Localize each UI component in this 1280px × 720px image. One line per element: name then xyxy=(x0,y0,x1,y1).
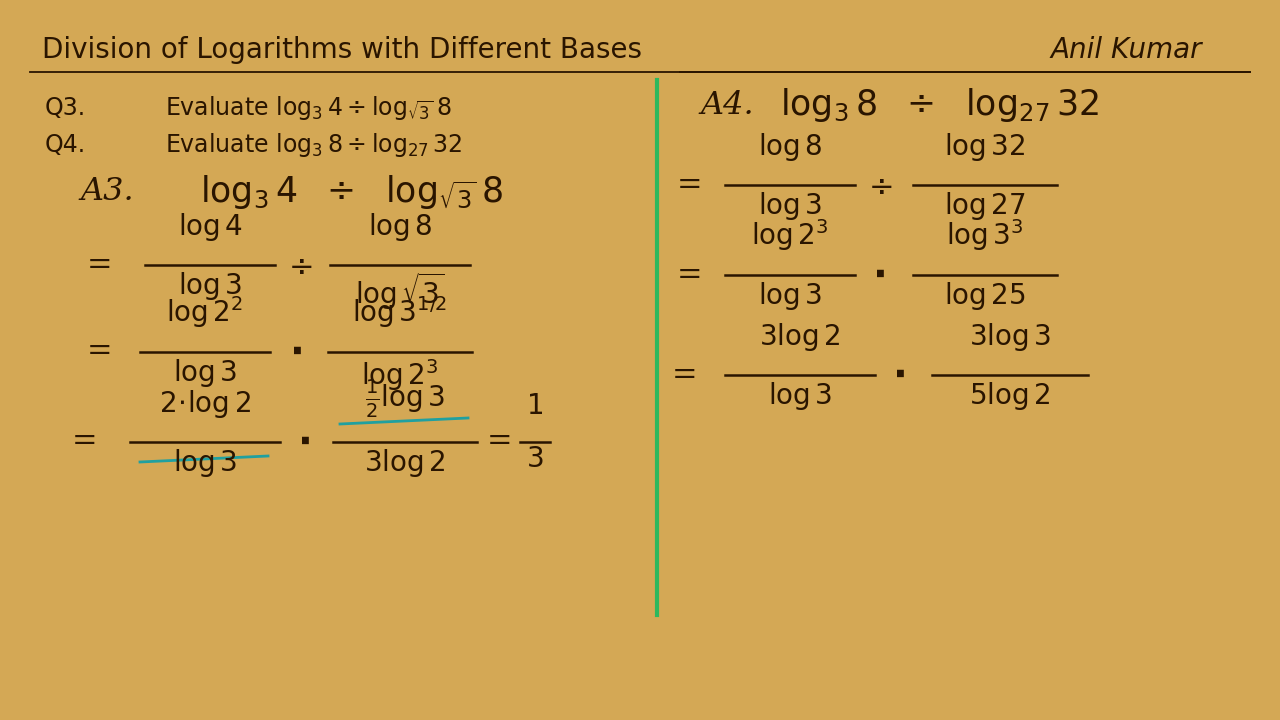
Text: A4.: A4. xyxy=(700,89,754,120)
Text: $\log 3$: $\log 3$ xyxy=(173,357,237,389)
Text: Q3.: Q3. xyxy=(45,96,86,120)
Text: =: = xyxy=(677,169,703,200)
Text: $\div$: $\div$ xyxy=(288,250,312,281)
Text: $\boldsymbol{\cdot}$: $\boldsymbol{\cdot}$ xyxy=(892,356,905,394)
Text: $\log 2^3$: $\log 2^3$ xyxy=(361,357,439,393)
Text: =: = xyxy=(87,250,113,281)
Text: $\log 2^2$: $\log 2^2$ xyxy=(166,294,243,330)
Text: Evaluate $\log_3 4 \div \log_{\sqrt{3}} 8$: Evaluate $\log_3 4 \div \log_{\sqrt{3}} … xyxy=(165,94,452,122)
Text: $\log 3$: $\log 3$ xyxy=(178,270,242,302)
Text: $\log 3^{1/2}$: $\log 3^{1/2}$ xyxy=(352,294,448,330)
Text: $\log_3 4\ \ \div\ \ \log_{\sqrt{3}} 8$: $\log_3 4\ \ \div\ \ \log_{\sqrt{3}} 8$ xyxy=(200,173,503,211)
Text: $\frac{1}{2}\log 3$: $\frac{1}{2}\log 3$ xyxy=(365,378,445,420)
Text: $\log 8$: $\log 8$ xyxy=(758,131,822,163)
Text: $\boldsymbol{\cdot}$: $\boldsymbol{\cdot}$ xyxy=(872,256,884,294)
Text: $\log_3 8\ \ \div\ \ \log_{27} 32$: $\log_3 8\ \ \div\ \ \log_{27} 32$ xyxy=(780,86,1100,124)
Text: $5\log 2$: $5\log 2$ xyxy=(969,380,1051,412)
Text: $3\log 3$: $3\log 3$ xyxy=(969,321,1051,353)
Text: Anil Kumar: Anil Kumar xyxy=(1050,36,1202,64)
Text: $\log 2^3$: $\log 2^3$ xyxy=(751,217,828,253)
Text: $\boldsymbol{\cdot}$: $\boldsymbol{\cdot}$ xyxy=(288,333,301,371)
Text: $\boldsymbol{\cdot}$: $\boldsymbol{\cdot}$ xyxy=(297,423,310,461)
Text: Q4.: Q4. xyxy=(45,133,86,157)
Text: =: = xyxy=(672,359,698,390)
Text: =: = xyxy=(488,426,513,457)
Text: A3.: A3. xyxy=(79,176,133,207)
Text: $\log 3$: $\log 3$ xyxy=(173,447,237,479)
Text: $2\!\cdot\!\log 2$: $2\!\cdot\!\log 2$ xyxy=(159,388,251,420)
Text: $\log 3$: $\log 3$ xyxy=(758,280,822,312)
Text: =: = xyxy=(72,426,97,457)
Text: $\div$: $\div$ xyxy=(868,169,892,200)
Text: $\log 3^3$: $\log 3^3$ xyxy=(946,217,1024,253)
Text: $3$: $3$ xyxy=(526,446,544,473)
Text: $\log 25$: $\log 25$ xyxy=(945,280,1025,312)
Text: $\log 27$: $\log 27$ xyxy=(945,190,1025,222)
Text: $3\log 2$: $3\log 2$ xyxy=(365,447,445,479)
Text: $\log 8$: $\log 8$ xyxy=(367,211,433,243)
Text: $\log 32$: $\log 32$ xyxy=(945,131,1025,163)
Text: $\log 4$: $\log 4$ xyxy=(178,211,242,243)
Text: =: = xyxy=(87,336,113,367)
Text: $3\log 2$: $3\log 2$ xyxy=(759,321,841,353)
Text: $1$: $1$ xyxy=(526,393,544,420)
Text: $\log\sqrt{3}$: $\log\sqrt{3}$ xyxy=(355,270,445,312)
Text: $\log 3$: $\log 3$ xyxy=(768,380,832,412)
Text: Division of Logarithms with Different Bases: Division of Logarithms with Different Ba… xyxy=(42,36,643,64)
Text: =: = xyxy=(677,259,703,290)
Text: $\log 3$: $\log 3$ xyxy=(758,190,822,222)
Text: Evaluate $\log_3 8 \div \log_{27} 32$: Evaluate $\log_3 8 \div \log_{27} 32$ xyxy=(165,131,462,159)
